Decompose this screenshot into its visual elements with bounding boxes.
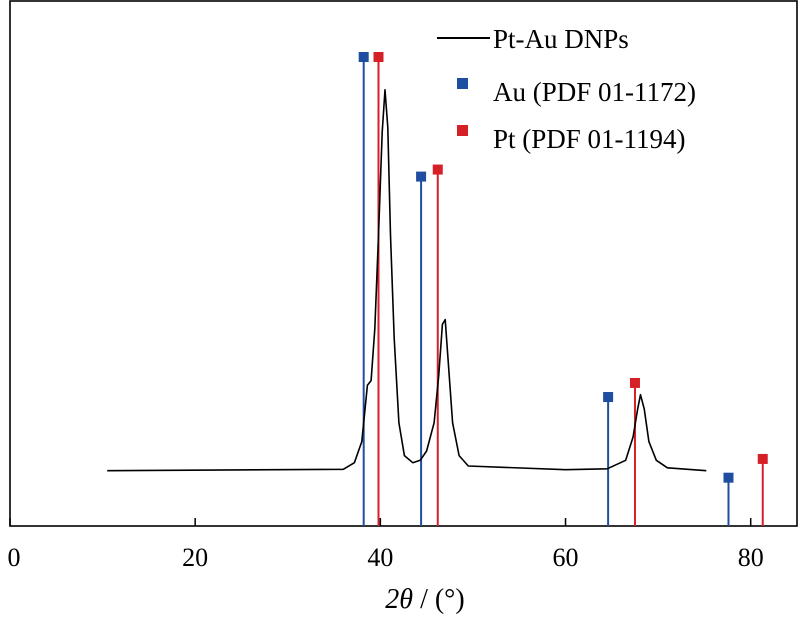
x-tick-label-40: 40 xyxy=(367,543,393,572)
legend: Pt-Au DNPs Au (PDF 01-1172) Pt (PDF 01-119… xyxy=(437,24,696,154)
x-axis-symbol: 2θ xyxy=(385,584,413,615)
ref-marker-1-2 xyxy=(629,377,640,388)
x-tick-label-20: 20 xyxy=(182,543,208,572)
x-axis-title: 2θ / (°) xyxy=(385,584,464,615)
legend-label-2: Pt (PDF 01-1194) xyxy=(493,124,686,154)
reference-sticks xyxy=(358,52,768,526)
x-axis-unit: / (°) xyxy=(413,584,465,615)
ref-marker-1-0 xyxy=(373,52,384,62)
legend-swatch-1 xyxy=(457,78,468,89)
ref-marker-0-0 xyxy=(358,52,369,62)
x-axis: 0 20 40 60 80 xyxy=(8,518,764,572)
legend-swatch-2 xyxy=(457,125,468,136)
legend-label-0: Pt-Au DNPs xyxy=(493,24,629,54)
x-tick-label-80: 80 xyxy=(738,543,764,572)
ref-marker-1-1 xyxy=(432,164,443,175)
legend-label-1: Au (PDF 01-1172) xyxy=(493,77,696,107)
x-tick-label-0: 0 xyxy=(8,543,21,572)
pattern-series xyxy=(107,89,707,472)
plot-frame xyxy=(9,0,798,527)
ref-marker-1-3 xyxy=(757,453,768,464)
ref-marker-0-2 xyxy=(603,392,614,403)
ref-marker-0-3 xyxy=(723,472,734,483)
x-tick-label-60: 60 xyxy=(553,543,579,572)
pattern-line xyxy=(107,89,707,472)
ref-marker-0-1 xyxy=(416,171,427,182)
